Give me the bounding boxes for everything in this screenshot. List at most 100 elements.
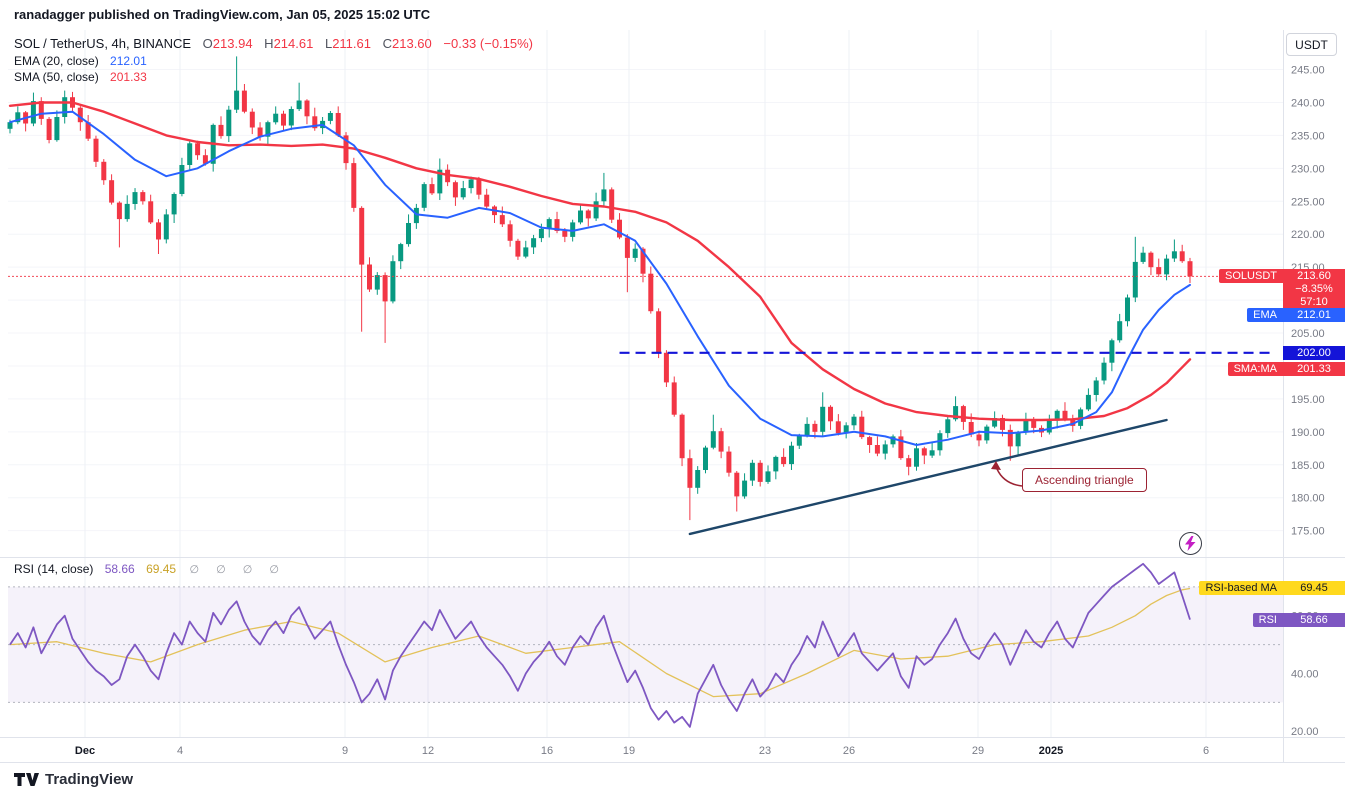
candle-body bbox=[1070, 418, 1076, 426]
candle-body bbox=[249, 111, 255, 128]
publisher-header: ranadagger published on TradingView.com,… bbox=[14, 7, 431, 22]
lightning-bolt-icon bbox=[1185, 536, 1196, 551]
candle-body bbox=[867, 437, 873, 445]
axis-label: 19 bbox=[623, 745, 635, 757]
symbol-price-badge: SOLUSDT 213.60 bbox=[1219, 269, 1345, 283]
candle-body bbox=[742, 480, 748, 497]
axis-label: 185.00 bbox=[1291, 460, 1325, 472]
tradingview-brand-text[interactable]: TradingView bbox=[45, 771, 134, 788]
candle-body bbox=[515, 240, 521, 257]
rsi-legend-row[interactable]: RSI (14, close) 58.66 69.45 ∅ ∅ ∅ ∅ bbox=[14, 562, 286, 576]
symbol-legend-row[interactable]: SOL / TetherUS, 4h, BINANCE O213.94 H214… bbox=[14, 36, 533, 52]
axis-label: 23 bbox=[759, 745, 771, 757]
change-badge: −8.35% bbox=[1283, 282, 1345, 296]
axis-label: 4 bbox=[177, 745, 183, 757]
currency-toggle-button[interactable]: USDT bbox=[1286, 33, 1337, 56]
candle-body bbox=[1187, 261, 1193, 277]
axis-label: 205.00 bbox=[1291, 328, 1325, 340]
candle-body bbox=[273, 113, 279, 123]
candle-body bbox=[976, 434, 982, 441]
rsi-ma-value: 69.45 bbox=[146, 562, 177, 576]
axis-label: 190.00 bbox=[1291, 427, 1325, 439]
axis-label: 220.00 bbox=[1291, 229, 1325, 241]
candle-body bbox=[195, 143, 201, 156]
sma-label: SMA (50, close) bbox=[14, 70, 99, 84]
candle-body bbox=[406, 223, 411, 245]
candle-body bbox=[781, 456, 787, 465]
change-badge-value: −8.35% bbox=[1283, 282, 1345, 296]
open-value: 213.94 bbox=[212, 36, 253, 51]
axis-label: 240.00 bbox=[1291, 97, 1325, 109]
candle-body bbox=[54, 117, 60, 141]
close-value: 213.60 bbox=[392, 36, 432, 51]
candle-body bbox=[335, 113, 341, 136]
candle-body bbox=[968, 422, 974, 435]
low-value: 211.61 bbox=[332, 36, 371, 51]
candle-body bbox=[1093, 380, 1099, 395]
candle-body bbox=[679, 414, 685, 459]
candle-body bbox=[359, 207, 365, 265]
candle-body bbox=[804, 423, 810, 436]
candle-body bbox=[640, 248, 646, 274]
axis-label: 6 bbox=[1203, 745, 1209, 757]
candle-body bbox=[1164, 258, 1170, 275]
candle-body bbox=[85, 122, 91, 139]
candle-body bbox=[648, 273, 654, 312]
ema-legend-row[interactable]: EMA (20, close) 212.01 bbox=[14, 53, 533, 69]
ascending-trendline[interactable] bbox=[688, 418, 1168, 536]
candle-body bbox=[281, 113, 286, 126]
candle-body bbox=[234, 90, 240, 110]
chart-legend: SOL / TetherUS, 4h, BINANCE O213.94 H214… bbox=[14, 36, 533, 85]
ema-badge-value: 212.01 bbox=[1283, 308, 1345, 322]
symbol-title: SOL / TetherUS, 4h, BINANCE bbox=[14, 36, 192, 51]
candle-body bbox=[398, 244, 404, 262]
rsi-ma-line bbox=[9, 587, 1191, 698]
sma-legend-row[interactable]: SMA (50, close) 201.33 bbox=[14, 69, 533, 85]
candle-body bbox=[1140, 252, 1146, 262]
candle-body bbox=[546, 219, 552, 229]
candle-body bbox=[351, 163, 357, 208]
candle-body bbox=[562, 230, 568, 237]
rsi-ma-badge-value: 69.45 bbox=[1283, 581, 1345, 595]
candle-body bbox=[38, 101, 44, 119]
candle-body bbox=[156, 222, 161, 240]
candle-body bbox=[1062, 410, 1068, 419]
change-value: −0.33 (−0.15%) bbox=[443, 36, 534, 51]
ascending-triangle-annotation[interactable]: Ascending triangle bbox=[1022, 468, 1147, 492]
candle-body bbox=[538, 228, 544, 239]
candle-body bbox=[93, 138, 99, 162]
axis-label: 12 bbox=[422, 745, 434, 757]
axis-label: 26 bbox=[843, 745, 855, 757]
axis-label: 16 bbox=[541, 745, 553, 757]
candle-body bbox=[62, 97, 68, 117]
candle-body bbox=[914, 448, 919, 467]
candle-body bbox=[820, 406, 826, 432]
axis-label: 9 bbox=[342, 745, 348, 757]
candle-body bbox=[578, 210, 583, 223]
candle-body bbox=[484, 194, 490, 207]
candle-body bbox=[906, 458, 912, 467]
candle-body bbox=[789, 445, 794, 465]
candle-body bbox=[296, 100, 302, 110]
candle-body bbox=[1171, 251, 1177, 259]
flash-idea-button[interactable] bbox=[1179, 532, 1202, 555]
candle-body bbox=[116, 202, 122, 220]
candle-body bbox=[413, 207, 419, 224]
candle-body bbox=[1156, 267, 1162, 275]
candle-body bbox=[1101, 362, 1107, 381]
axis-label: 175.00 bbox=[1291, 526, 1325, 538]
candle-body bbox=[749, 462, 755, 481]
tradingview-logo-icon[interactable] bbox=[13, 771, 39, 788]
symbol-badge-name: SOLUSDT bbox=[1219, 269, 1283, 283]
sma-badge-value: 201.33 bbox=[1283, 362, 1345, 376]
candle-body bbox=[703, 447, 708, 470]
rsi-badge-value: 58.66 bbox=[1283, 613, 1345, 627]
candle-body bbox=[554, 219, 560, 231]
rsi-hidden-plots-icons[interactable]: ∅ ∅ ∅ ∅ bbox=[189, 564, 286, 576]
symbol-badge-value: 213.60 bbox=[1283, 269, 1345, 283]
candle-body bbox=[327, 113, 333, 121]
candle-body bbox=[460, 188, 466, 198]
candle-body bbox=[531, 238, 537, 248]
axis-label: 40.00 bbox=[1291, 668, 1319, 680]
